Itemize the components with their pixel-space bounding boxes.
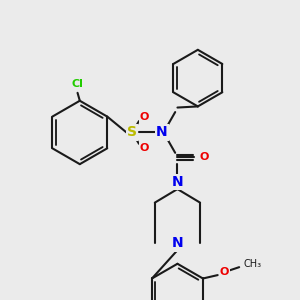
Text: Cl: Cl <box>72 79 83 89</box>
Text: N: N <box>156 125 167 140</box>
Text: O: O <box>140 143 149 153</box>
Text: S: S <box>127 125 137 140</box>
Text: O: O <box>220 267 229 277</box>
Text: O: O <box>140 112 149 122</box>
Text: CH₃: CH₃ <box>244 259 262 269</box>
Text: O: O <box>200 152 209 162</box>
Text: N: N <box>172 175 183 189</box>
Text: N: N <box>172 236 183 250</box>
